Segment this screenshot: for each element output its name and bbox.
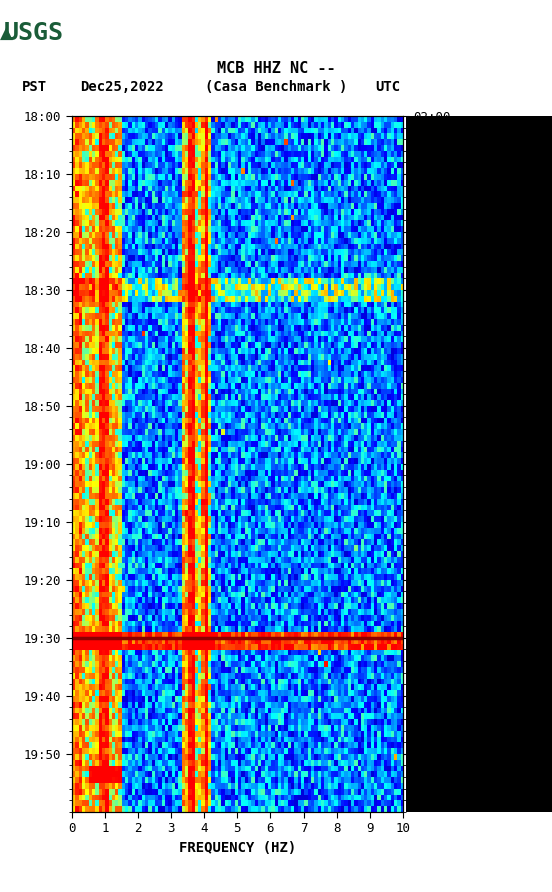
Text: Dec25,2022: Dec25,2022: [80, 79, 164, 94]
Text: (Casa Benchmark ): (Casa Benchmark ): [205, 79, 347, 94]
Text: PST: PST: [22, 79, 47, 94]
Text: MCB HHZ NC --: MCB HHZ NC --: [217, 61, 335, 76]
X-axis label: FREQUENCY (HZ): FREQUENCY (HZ): [179, 840, 296, 855]
Text: UTC: UTC: [375, 79, 400, 94]
Text: USGS: USGS: [4, 21, 64, 45]
Text: ▲: ▲: [0, 24, 13, 43]
